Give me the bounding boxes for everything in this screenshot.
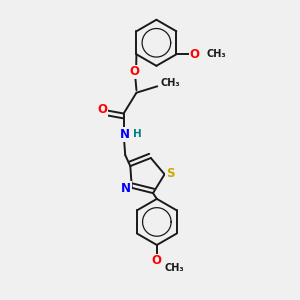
Text: H: H	[133, 129, 142, 139]
Text: N: N	[121, 182, 131, 195]
Text: O: O	[190, 48, 200, 61]
Text: CH₃: CH₃	[160, 78, 180, 88]
Text: O: O	[97, 103, 107, 116]
Text: N: N	[120, 128, 130, 141]
Text: O: O	[152, 254, 162, 268]
Text: CH₃: CH₃	[206, 49, 226, 59]
Text: O: O	[130, 65, 140, 78]
Text: S: S	[166, 167, 175, 179]
Text: CH₃: CH₃	[165, 263, 184, 273]
